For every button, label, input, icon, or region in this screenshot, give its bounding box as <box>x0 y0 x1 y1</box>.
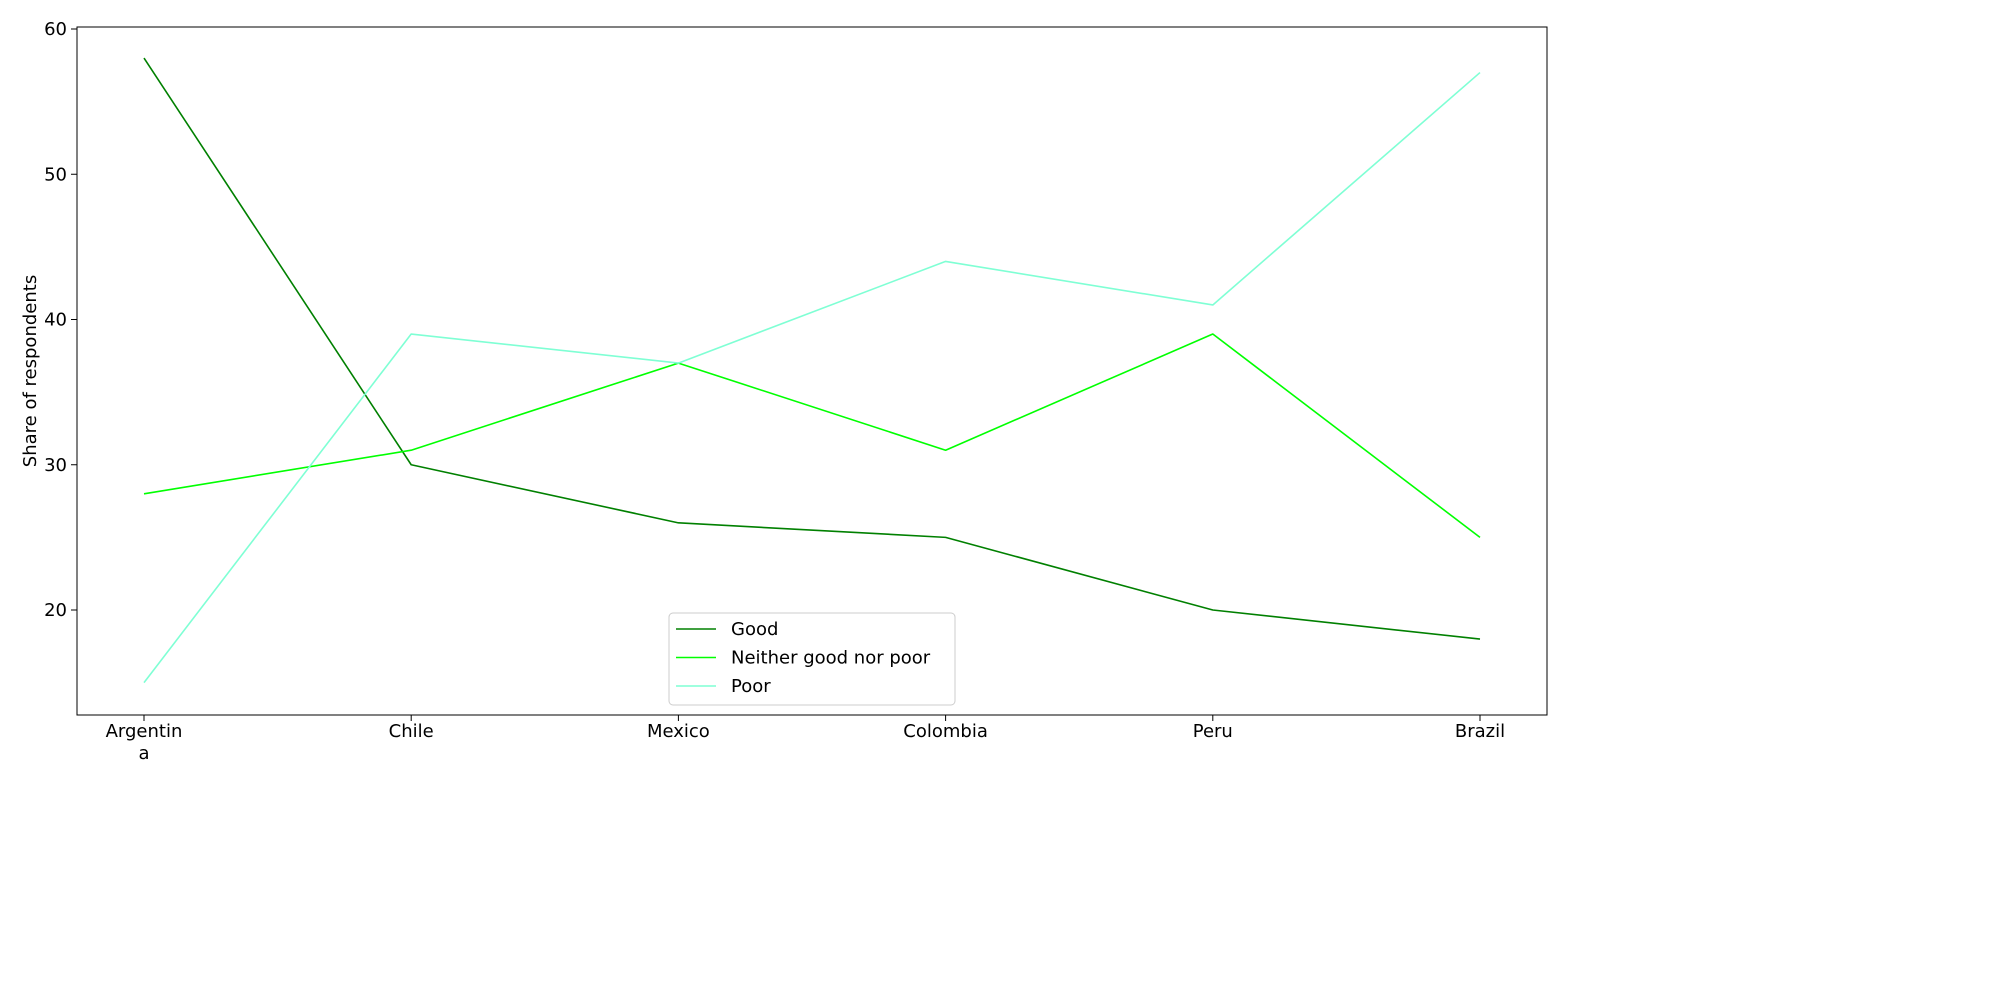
x-tick-label: Chile <box>389 721 434 742</box>
legend-box <box>668 612 956 706</box>
legend-label: Poor <box>731 676 771 697</box>
plot-area <box>77 27 1547 715</box>
x-tick-label: Peru <box>1193 721 1233 742</box>
y-tick-label: 50 <box>44 164 67 185</box>
x-tick-label: Mexico <box>647 721 710 742</box>
plot-frame <box>76 26 1548 716</box>
y-axis-ticks: 20 30 40 50 60 <box>44 19 77 621</box>
series-line <box>143 333 1481 539</box>
legend: Good Neither good nor poor Poor <box>668 612 956 706</box>
y-tick-label: 40 <box>44 310 67 331</box>
y-tick-label: 60 <box>44 19 67 40</box>
x-tick-label: Argentin a <box>106 721 183 764</box>
legend-label: Neither good nor poor <box>731 648 931 669</box>
series-lines <box>143 57 1481 684</box>
line-chart: 20 30 40 50 60 Argentin a Chile Mexico Colombia P… <box>20 19 1548 764</box>
x-tick-label: Colombia <box>903 721 988 742</box>
series-line <box>143 71 1481 684</box>
x-tick-label: Brazil <box>1455 721 1505 742</box>
y-tick-label: 30 <box>44 455 67 476</box>
chart-container: 20 30 40 50 60 Argentin a Chile Mexico Colombia P… <box>20 19 1548 764</box>
legend-label: Good <box>731 619 778 640</box>
x-axis-ticks: Argentin a Chile Mexico Colombia Peru Brazil <box>106 715 1505 764</box>
y-tick-label: 20 <box>44 600 67 621</box>
series-line <box>143 57 1481 640</box>
y-axis-title: Share of respondents <box>20 275 41 467</box>
